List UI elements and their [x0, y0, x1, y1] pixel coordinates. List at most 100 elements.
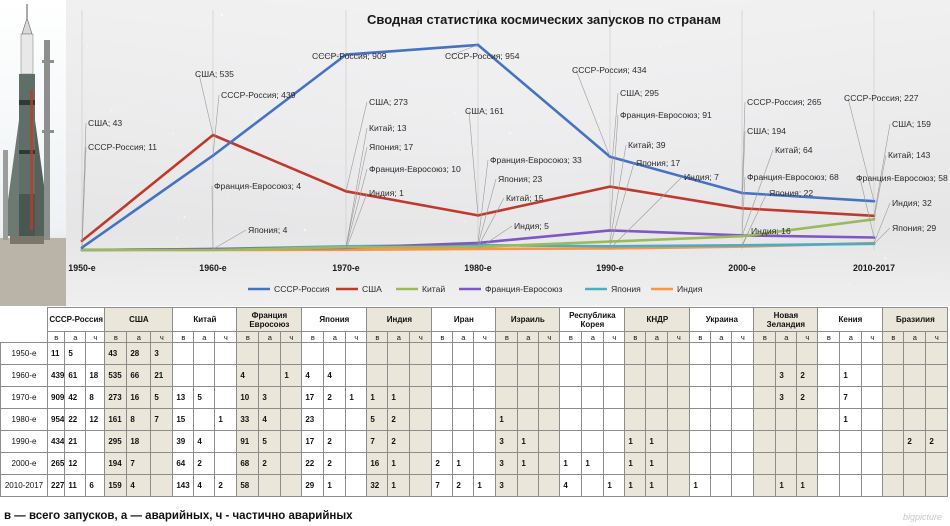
- value-cell: [603, 408, 626, 431]
- annotation-leader: [477, 197, 505, 247]
- annotation-leader: [741, 149, 774, 237]
- subheader-cell: ч: [925, 331, 949, 343]
- value-cell: [667, 386, 691, 409]
- value-cell: 61: [64, 364, 87, 387]
- annotation-leader: [477, 159, 489, 243]
- chart-svg: США; 43 СССР-Россия; 11 США; 535 СССР-Росси…: [66, 0, 950, 306]
- value-cell: 10: [236, 386, 260, 409]
- value-cell: [538, 342, 561, 365]
- value-cell: 1: [796, 474, 819, 497]
- value-cell: [753, 452, 777, 475]
- value-cell: 1: [452, 452, 475, 475]
- star: [357, 7, 359, 9]
- value-cell: [796, 342, 819, 365]
- value-cell: [517, 342, 540, 365]
- value-cell: 7: [150, 408, 174, 431]
- x-tick-label: 1980-е: [464, 263, 491, 273]
- value-cell: [839, 342, 863, 365]
- value-cell: 17: [301, 386, 325, 409]
- star: [376, 104, 378, 106]
- value-cell: [710, 408, 733, 431]
- table-footnote: в — всего запусков, а — аварийных, ч - ч…: [4, 510, 353, 522]
- star: [227, 196, 230, 198]
- value-cell: 43: [104, 342, 128, 365]
- x-tick-labels: 1950-е 1960-е 1970-е 1980-е 1990-е 2000-е 2010…: [68, 263, 895, 273]
- annotation-label: Япония; 29: [892, 223, 936, 233]
- value-cell: [624, 386, 647, 409]
- x-tick-label: 2000-е: [728, 263, 755, 273]
- value-cell: [667, 364, 691, 387]
- star: [799, 52, 801, 55]
- annotation-label: СССР-Россия; 434: [572, 65, 647, 75]
- country-header: Франция Евросоюз: [236, 307, 303, 332]
- value-cell: [409, 408, 433, 431]
- annotation-leader: [212, 229, 247, 250]
- value-cell: 2: [387, 408, 411, 431]
- value-cell: [903, 452, 927, 475]
- value-cell: [925, 364, 949, 387]
- value-cell: [452, 408, 475, 431]
- value-cell: [882, 452, 905, 475]
- annotation-label: США; 161: [465, 106, 504, 116]
- annotation-leader: [345, 146, 368, 247]
- value-cell: 23: [301, 408, 325, 431]
- value-cell: [214, 364, 238, 387]
- star: [539, 82, 542, 85]
- period-cell: 1960-е: [0, 364, 48, 387]
- subheader-cell: ч: [150, 331, 174, 343]
- value-cell: 29: [301, 474, 325, 497]
- chart-frost: [66, 0, 950, 306]
- value-cell: [839, 430, 863, 453]
- subheader-cell: в: [753, 331, 777, 343]
- value-cell: [731, 474, 755, 497]
- value-cell: 3: [258, 386, 282, 409]
- table-row: 1980-е 954 22 12 161 8 7 15 1 33 4 23 5 2 1 1: [0, 408, 949, 431]
- value-cell: [667, 342, 691, 365]
- value-cell: 1: [581, 452, 605, 475]
- value-cell: [667, 452, 691, 475]
- star: [309, 105, 311, 107]
- value-cell: [409, 474, 433, 497]
- period-cell: 1980-е: [0, 408, 48, 431]
- value-cell: 3: [150, 342, 174, 365]
- value-cell: [581, 364, 605, 387]
- value-cell: [280, 452, 303, 475]
- value-cell: [710, 474, 733, 497]
- value-cell: [753, 364, 777, 387]
- legend-entry: СССР-Россия: [248, 284, 330, 294]
- value-cell: [689, 430, 712, 453]
- legend-entry: Индия: [651, 284, 703, 294]
- value-cell: 2: [387, 430, 411, 453]
- country-header: Иран: [431, 307, 497, 332]
- value-cell: 28: [126, 342, 152, 365]
- value-cell: 161: [104, 408, 128, 431]
- value-cell: [710, 342, 733, 365]
- star: [764, 40, 766, 42]
- annotation-leader: [873, 202, 891, 244]
- value-cell: [495, 364, 519, 387]
- country-header: Кения: [817, 307, 884, 332]
- subheader-cell: ч: [214, 331, 238, 343]
- value-cell: [559, 342, 583, 365]
- value-cell: [280, 408, 303, 431]
- value-cell: [473, 386, 497, 409]
- value-cell: [882, 474, 905, 497]
- value-cell: 194: [104, 452, 128, 475]
- value-cell: [323, 342, 347, 365]
- value-cell: [409, 452, 433, 475]
- star: [775, 123, 776, 125]
- value-cell: [85, 342, 106, 365]
- value-cell: 13: [172, 386, 195, 409]
- value-cell: 32: [366, 474, 389, 497]
- annotation-label: Китай; 13: [369, 123, 407, 133]
- star: [457, 151, 459, 153]
- value-cell: [538, 408, 561, 431]
- value-cell: [603, 386, 626, 409]
- value-cell: [753, 474, 777, 497]
- annotation-label: Франция-Евросоюз; 91: [620, 110, 712, 120]
- annotation-leader: [873, 154, 887, 220]
- value-cell: [559, 386, 583, 409]
- subheader-cell: ч: [280, 331, 303, 343]
- value-cell: [193, 364, 216, 387]
- value-cell: [603, 364, 626, 387]
